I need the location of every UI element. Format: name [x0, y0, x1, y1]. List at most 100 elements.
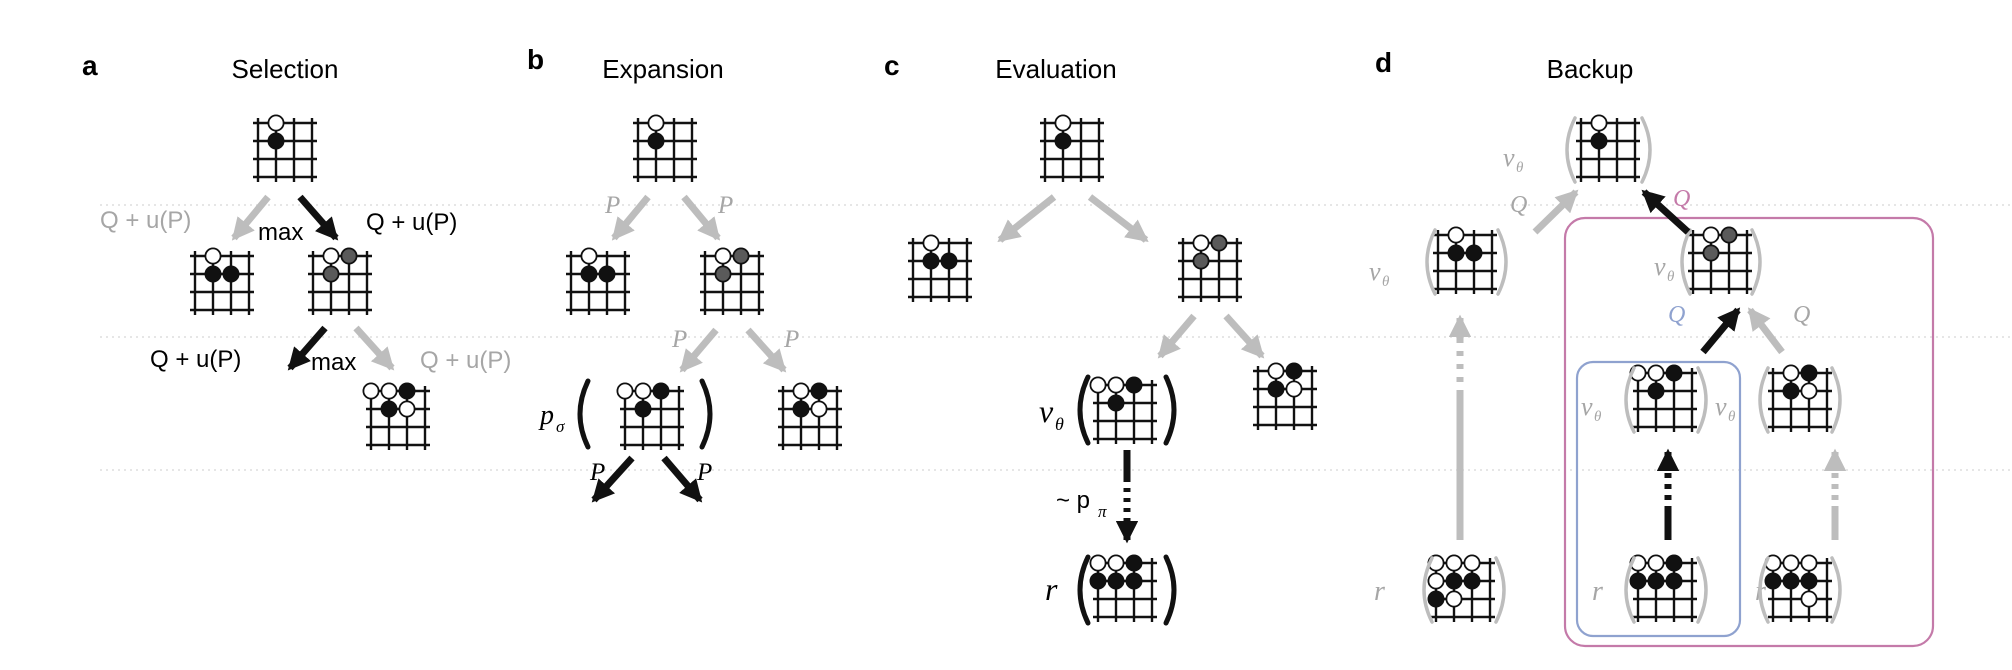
- white-stone: [1445, 590, 1463, 608]
- guide-lines: [100, 204, 2012, 471]
- black-stone: [380, 400, 398, 418]
- bracket: [1696, 366, 1708, 434]
- expansion-prior-label: P: [717, 192, 733, 219]
- white-stone: [792, 382, 810, 400]
- expansion-prior-label: P: [671, 326, 687, 353]
- go-board: [908, 234, 972, 302]
- backup-value-subscript: θ: [1516, 160, 1524, 176]
- black-stone: [1764, 572, 1782, 590]
- black-stone: [1107, 572, 1125, 590]
- backup-value-subscript: θ: [1594, 409, 1602, 425]
- policy-network-subscript: σ: [556, 417, 565, 436]
- bracket: [1750, 228, 1762, 296]
- go-board: [190, 247, 254, 315]
- black-stone: [267, 132, 285, 150]
- panel-letter-b: b: [527, 44, 544, 75]
- reward-label: r: [1045, 571, 1058, 607]
- white-stone: [1463, 554, 1481, 572]
- new-stone: [714, 265, 732, 283]
- go-board: [1178, 234, 1242, 302]
- go-board: [308, 247, 372, 315]
- black-stone: [1107, 394, 1125, 412]
- backup-reward-label: r: [1374, 576, 1385, 607]
- white-stone: [580, 247, 598, 265]
- go-board: [1768, 364, 1832, 432]
- black-stone: [1089, 572, 1107, 590]
- white-stone: [616, 382, 634, 400]
- expansion-prior-label: P: [696, 459, 712, 486]
- black-stone: [652, 382, 670, 400]
- white-stone: [1647, 554, 1665, 572]
- bracket: [1565, 116, 1577, 184]
- panel-letter-a: a: [82, 50, 98, 81]
- backup-value-label: v: [1503, 143, 1515, 172]
- bracket: [1077, 374, 1091, 446]
- expansion-prior-arrow: [681, 194, 721, 241]
- go-board: [1427, 554, 1495, 622]
- backup-q-arrow: [1641, 189, 1691, 235]
- white-stone: [1647, 364, 1665, 382]
- backup-q-label: Q: [1668, 302, 1685, 328]
- new-stone: [1702, 244, 1720, 262]
- black-stone: [222, 265, 240, 283]
- white-stone: [1800, 590, 1818, 608]
- bracket: [1624, 556, 1636, 624]
- new-stone: [732, 247, 750, 265]
- expansion-prior-arrow: [679, 327, 719, 373]
- rollout-policy-label: ~ p: [1056, 487, 1090, 514]
- backup-q-label: Q: [1510, 192, 1527, 218]
- policy-network-label: p: [538, 400, 554, 431]
- black-stone: [1465, 244, 1483, 262]
- white-stone: [267, 114, 285, 132]
- bracket: [1496, 228, 1508, 296]
- backup-leaf-frame-blue: [1575, 360, 1742, 638]
- black-stone: [1665, 364, 1683, 382]
- selection-max-label-2: max: [311, 349, 356, 376]
- black-stone: [1054, 132, 1072, 150]
- white-stone: [1702, 226, 1720, 244]
- bracket: [1758, 366, 1770, 434]
- evaluation-edge-arrow: [1087, 194, 1149, 243]
- backup-q-arrow: [1532, 189, 1579, 235]
- black-stone: [647, 132, 665, 150]
- evaluation-edge-arrow: [1223, 313, 1265, 359]
- bracket: [1163, 374, 1177, 446]
- go-board: [778, 382, 842, 450]
- black-stone: [1447, 244, 1465, 262]
- new-stone: [1210, 234, 1228, 252]
- white-stone: [1107, 554, 1125, 572]
- white-stone: [1192, 234, 1210, 252]
- black-stone: [1629, 572, 1647, 590]
- black-stone: [1125, 376, 1143, 394]
- backup-value-subscript: θ: [1667, 269, 1675, 285]
- black-stone: [1267, 380, 1285, 398]
- black-stone: [922, 252, 940, 270]
- black-stone: [1665, 554, 1683, 572]
- go-board: [1089, 554, 1157, 622]
- bracket: [577, 378, 591, 450]
- backup-q-arrow: [1747, 307, 1785, 355]
- black-stone: [1647, 382, 1665, 400]
- bracket: [1422, 556, 1434, 624]
- black-stone: [398, 382, 416, 400]
- bracket: [699, 378, 713, 450]
- backup-value-label: v: [1654, 252, 1666, 281]
- expansion-prior-arrow: [745, 327, 787, 373]
- bracket: [1830, 556, 1842, 624]
- black-stone: [1800, 364, 1818, 382]
- new-stone: [322, 265, 340, 283]
- backup-value-subscript: θ: [1382, 274, 1390, 290]
- expansion-prior-arrow: [611, 194, 651, 241]
- black-stone: [1445, 572, 1463, 590]
- black-stone: [792, 400, 810, 418]
- diagram-graphics: [190, 114, 1847, 626]
- expansion-policy-arrow: [591, 455, 635, 503]
- bracket: [1163, 554, 1177, 626]
- expansion-policy-arrow: [661, 455, 703, 503]
- go-board: [1576, 114, 1640, 182]
- panel-title-selection: Selection: [232, 54, 339, 84]
- value-network-label: v: [1039, 393, 1054, 429]
- white-stone: [1054, 114, 1072, 132]
- black-stone: [1782, 572, 1800, 590]
- backup-value-label: v: [1581, 392, 1593, 421]
